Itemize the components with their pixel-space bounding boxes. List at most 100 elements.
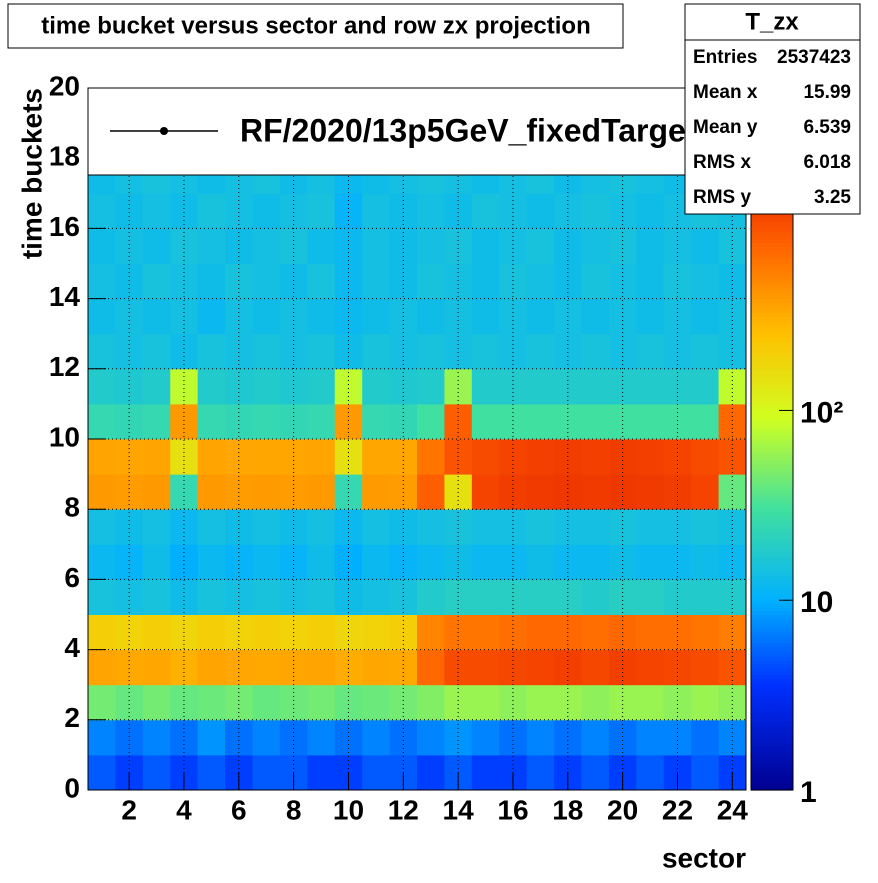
colorbar-step [751,782,793,788]
cell [608,579,637,615]
cell [608,649,637,686]
cell [334,579,363,615]
colorbar-step [751,291,793,296]
x-axis-label: sector [662,842,746,873]
x-tick-label: 16 [497,794,528,825]
colorbar-step [751,526,793,531]
colorbar-step [751,474,793,479]
colorbar-step [751,491,793,496]
colorbar-step [751,217,793,222]
colorbar-step [751,695,793,700]
cell [444,509,473,545]
cell [197,509,226,545]
colorbar-step [751,674,793,679]
colorbar-step [751,653,793,658]
colorbar-step [751,516,793,521]
cell [471,684,500,721]
cell [608,509,637,545]
colorbar-step [751,744,793,749]
cell [499,544,528,580]
colorbar-step [751,495,793,500]
cell [225,684,253,721]
cell [170,684,199,721]
colorbar-step [751,519,793,524]
colorbar-step [751,603,793,609]
cell [307,719,336,756]
colorbar-step [751,639,793,644]
cell [471,228,500,264]
cell [417,439,445,475]
cell [252,474,281,510]
cell [279,544,308,580]
colorbar-step [751,786,793,791]
cell [554,333,582,370]
cell [334,193,363,229]
cell [142,754,171,791]
cell [608,719,637,756]
cell [417,263,445,300]
cell [307,263,336,300]
cell [526,228,555,264]
cell [142,579,171,615]
cell [362,474,391,510]
cell [554,263,582,300]
colorbar-step [751,523,793,528]
cell [334,544,363,580]
cell [417,544,445,580]
cell [197,544,226,580]
colorbar-step [751,702,793,707]
cell [581,754,610,791]
colorbar-step [751,765,793,770]
cell [307,754,336,791]
colorbar-step [751,589,793,595]
cell [581,684,610,721]
cell [581,544,610,580]
cell [471,614,500,651]
cell [691,333,720,370]
cell [170,403,199,440]
colorbar-step [751,705,793,710]
cell [115,579,144,615]
cell [526,684,555,721]
colorbar-step [751,414,793,419]
cell [499,649,528,686]
colorbar-step [751,365,793,370]
cell [526,333,555,370]
cell [88,368,116,405]
cell [444,333,473,370]
colorbar-step [751,586,793,591]
cell [115,403,144,440]
colorbar-step [751,235,793,240]
heatmap [88,88,747,791]
cell [718,333,747,370]
cell [444,193,473,229]
colorbar-step [751,747,793,752]
legend-marker [160,127,168,135]
cell [663,649,692,686]
cell [691,509,720,545]
cell [197,263,226,300]
x-tick-label: 20 [607,794,638,825]
cell [307,474,336,510]
cell [115,649,144,686]
cell [334,684,363,721]
colorbar-step [751,337,793,342]
cell [471,719,500,756]
cell [197,719,226,756]
title-box [7,3,624,49]
colorbar-step [751,554,793,559]
cell [581,649,610,686]
cell [389,333,418,370]
cell [444,544,473,580]
cell [499,684,528,721]
colorbar-step [751,502,793,507]
colorbar-step [751,660,793,665]
cell [444,649,473,686]
cell [663,509,692,545]
cell [197,228,226,264]
cell [115,228,144,264]
cell [88,684,116,721]
cell [444,684,473,721]
colorbar-step [751,530,793,535]
colorbar-step [751,386,793,391]
